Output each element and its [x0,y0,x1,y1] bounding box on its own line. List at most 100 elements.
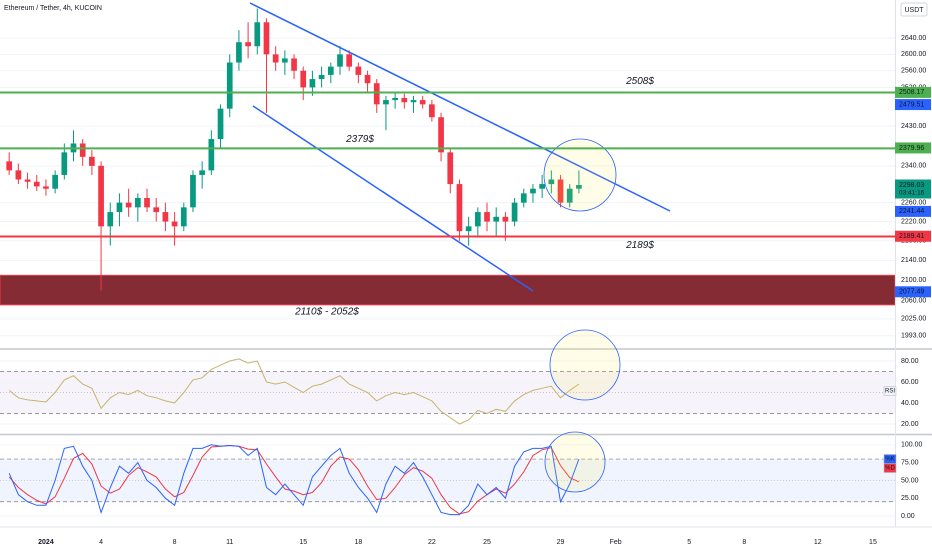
candle-body [318,74,325,80]
candle-body [245,42,251,47]
candle-body [373,83,380,105]
x-tick-label: 2024 [38,539,54,546]
candle-body [419,100,426,105]
candle-body [502,216,509,222]
currency-label: USDT [904,7,924,14]
candle-body [410,100,417,103]
x-tick-label: 8 [173,539,177,546]
y-tick-label: 2560.00 [901,68,926,75]
candle-body [530,188,536,194]
candle-body [180,207,187,227]
price-badge-label: 2189.41 [899,233,924,240]
candle-body [79,143,86,157]
candle-body [208,139,215,171]
y-tick-label: 2600.00 [901,51,926,58]
candle-body [337,54,343,67]
y-tick-label: 2220.00 [901,218,926,225]
level-label: 2508$ [625,76,654,87]
price-badge-label: 2379.96 [899,145,924,152]
x-tick-label: 8 [742,539,746,546]
x-tick-label: 4 [99,539,103,546]
candle-body [171,221,178,227]
candle-body [236,42,242,63]
zone-label: 2110$ - 2052$ [294,306,359,317]
x-tick-label: 15 [869,539,877,546]
channel-upper [249,2,671,212]
candle-body [24,179,31,182]
legend-label: RSI [885,389,895,395]
legend-label: %K [885,457,894,463]
candle-body [539,184,545,189]
candle-body [383,100,389,105]
price-badge-label: 2298.03 [899,182,924,189]
candle-body [226,62,233,109]
candle-body [33,181,40,187]
price-badge-label: 2241.44 [899,208,924,215]
candle-body [190,174,196,208]
candle-body [162,212,169,222]
candle-body [134,197,141,208]
candle-body [364,74,371,84]
candle-body [116,202,123,213]
price-badge [895,142,931,154]
indicator-line [8,444,580,516]
candle-body [548,179,555,185]
y-tick-label: 100.00 [901,442,923,449]
y-tick-label: 80.00 [901,358,919,365]
candle-body [282,58,288,63]
indicator-line [8,444,580,515]
candle-body [447,152,454,185]
candle-body [576,185,582,189]
candle-body [199,170,206,175]
candle-body [511,202,518,222]
candle-body [465,226,472,232]
highlight-circle [544,431,606,493]
currency-button[interactable] [900,2,928,17]
y-tick-label: 2340.00 [901,163,926,170]
candle-body [52,174,58,189]
y-tick-label: 40.00 [901,400,919,407]
price-badge [895,179,931,199]
candle-body [144,197,150,208]
candle-body [125,202,132,208]
candle-body [291,58,297,71]
y-tick-label: 20.00 [901,421,919,428]
x-tick-label: 5 [687,539,691,546]
y-tick-label: 1993.00 [901,333,926,340]
candle-body [474,212,481,227]
marks-layer [6,8,582,516]
candle-body [107,212,114,227]
y-tick-label: 60.00 [901,379,919,386]
over-layer: 2110$ - 2052$ 2508$ 2379$ 2189$ 2508.17 2479.… [0,76,931,473]
price-badge [895,230,931,242]
candle-body [401,97,408,103]
x-tick-label: Feb [610,539,622,546]
x-tick-label: 29 [557,539,565,546]
candle-body [217,108,224,140]
y-tick-label: 75.00 [901,459,919,466]
legend-badge [883,454,897,464]
y-tick-label: 2025.00 [901,316,926,323]
price-badge [895,86,931,98]
price-badge [895,99,931,111]
support-zone [0,274,896,306]
candle-body [566,188,573,203]
candle-body [89,156,95,166]
candle-body [153,207,160,213]
price-badge-label: 2077.49 [899,289,924,296]
x-tick-label: 25 [483,539,491,546]
candle-body [429,104,435,118]
candle-body [300,70,307,88]
y-tick-label: 2430.00 [901,123,926,130]
highlight-circle [543,138,617,212]
candle-body [438,117,444,153]
price-badge [895,205,931,217]
candle-body [456,184,463,232]
level-label: 2189$ [625,240,654,251]
y-tick-label: 50.00 [901,477,919,484]
channel-lower [252,105,534,292]
level-label: 2379$ [345,134,374,145]
countdown-label: 03:41:16 [899,190,925,197]
y-tick-label: 25.00 [901,495,919,502]
x-tick-label: 18 [354,539,362,546]
